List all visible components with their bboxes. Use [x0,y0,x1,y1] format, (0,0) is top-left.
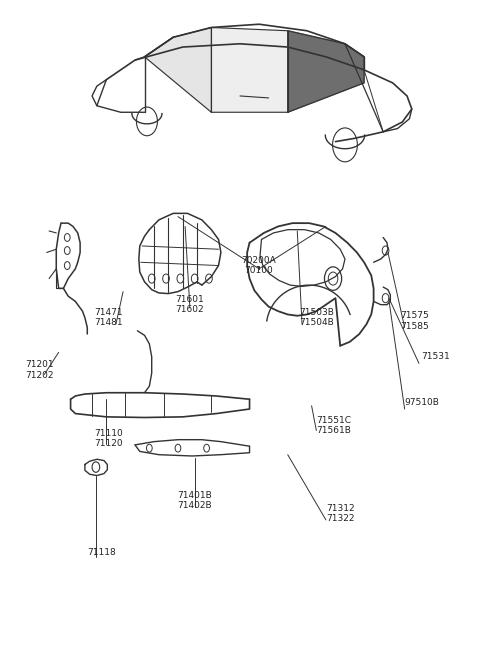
Text: 71601
71602: 71601 71602 [176,295,204,314]
Text: 97510B: 97510B [405,398,440,407]
Text: 70200A
70100: 70200A 70100 [242,256,276,275]
Text: 71110
71120: 71110 71120 [95,428,123,448]
Text: 71531: 71531 [421,352,450,362]
Text: 71312
71322: 71312 71322 [326,504,355,523]
Polygon shape [211,28,288,112]
Text: 71471
71481: 71471 71481 [95,308,123,328]
Text: 71503B
71504B: 71503B 71504B [300,308,335,328]
Text: 71118: 71118 [87,548,116,557]
Polygon shape [144,28,211,112]
Polygon shape [288,31,364,112]
Text: 71201
71202: 71201 71202 [25,360,54,380]
Text: 71401B
71402B: 71401B 71402B [177,491,212,510]
Text: 71575
71585: 71575 71585 [400,311,429,331]
Text: 71551C
71561B: 71551C 71561B [316,416,351,435]
